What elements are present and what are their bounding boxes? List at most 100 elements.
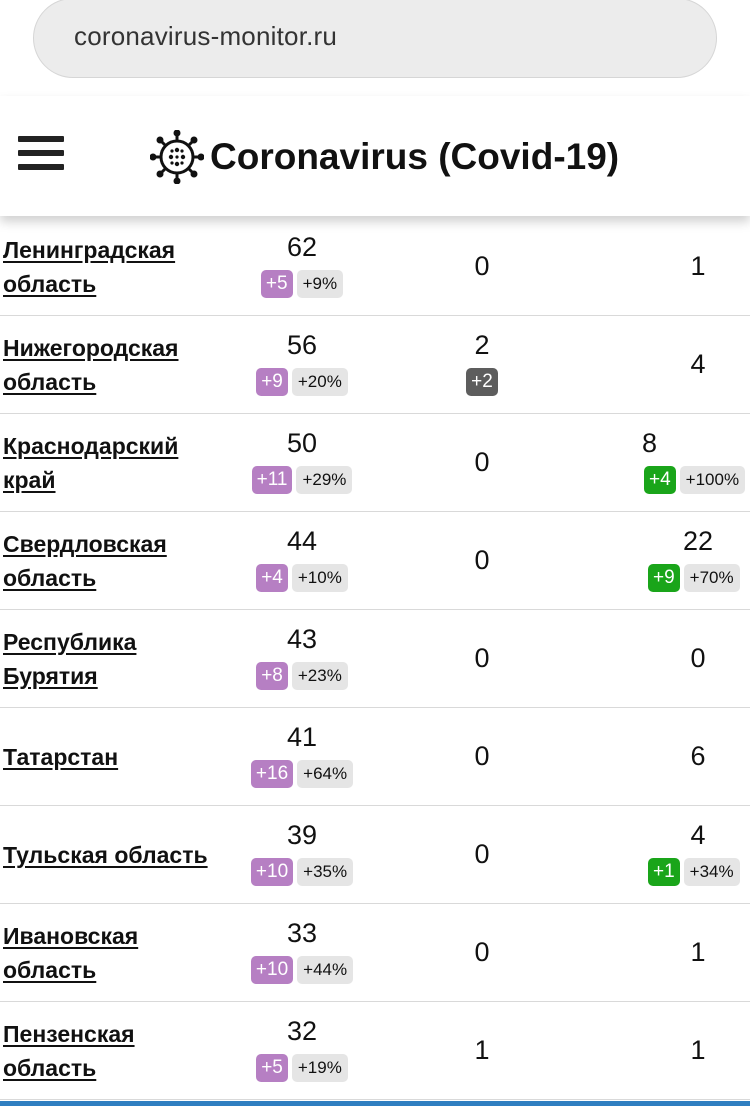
cases-value: 50 <box>286 428 318 458</box>
url-text[interactable]: coronavirus-monitor.ru <box>74 21 338 51</box>
table-row: Краснодарский край 50 +11 +29% 0 8 +4 +1… <box>0 414 750 512</box>
deaths-value: 2 <box>474 330 490 360</box>
cases-delta-badge: +9 <box>256 368 288 396</box>
cases-value: 43 <box>286 624 318 654</box>
cases-percent-badge: +10% <box>291 564 348 592</box>
cases-cell: 50 +11 +29% <box>232 414 372 511</box>
table-row: Свердловская область 44 +4 +10% 0 22 +9 … <box>0 512 750 610</box>
regions-table: Ленинградская область 62 +5 +9% 0 1 Ниже… <box>0 218 750 1100</box>
address-bar[interactable]: coronavirus-monitor.ru <box>33 0 717 78</box>
region-link[interactable]: Ленинградская область <box>3 236 176 297</box>
deaths-value: 0 <box>474 937 490 967</box>
table-row: Тульская область 39 +10 +35% 0 4 +1 +34% <box>0 806 750 904</box>
table-row: Нижегородская область 56 +9 +20% 2 +2 4 <box>0 316 750 414</box>
recovered-cell: 4 +1 +34% <box>628 806 750 903</box>
region-link[interactable]: Нижегородская область <box>3 334 179 395</box>
deaths-cell: 0 <box>412 904 552 1001</box>
recovered-value: 4 <box>690 349 706 379</box>
recovered-delta-badge: +4 <box>644 466 676 494</box>
recovered-percent-badge: +34% <box>683 858 740 886</box>
deaths-value: 0 <box>474 839 490 869</box>
region-link[interactable]: Свердловская область <box>3 530 167 591</box>
recovered-cell: 1 <box>628 904 750 1001</box>
cases-percent-badge: +9% <box>296 270 344 298</box>
cases-percent-badge: +35% <box>297 858 354 886</box>
cases-value: 44 <box>286 526 318 556</box>
cases-cell: 33 +10 +44% <box>232 904 372 1001</box>
hamburger-menu-icon[interactable] <box>18 136 64 172</box>
cases-delta-badge: +10 <box>250 858 294 886</box>
recovered-value: 1 <box>690 1035 706 1065</box>
cases-delta-badge: +10 <box>250 956 294 984</box>
cases-value: 39 <box>286 820 318 850</box>
recovered-value: 6 <box>690 741 706 771</box>
cases-percent-badge: +29% <box>296 466 353 494</box>
recovered-value: 4 <box>690 820 706 850</box>
table-row: Татарстан 41 +16 +64% 0 6 <box>0 708 750 806</box>
recovered-cell: 0 <box>628 610 750 707</box>
deaths-cell: 0 <box>412 806 552 903</box>
cases-cell: 43 +8 +23% <box>232 610 372 707</box>
cases-percent-badge: +19% <box>291 1054 348 1082</box>
deaths-cell: 0 <box>412 218 552 315</box>
cases-value: 33 <box>286 918 318 948</box>
cases-percent-badge: +20% <box>291 368 348 396</box>
recovered-percent-badge: +100% <box>679 466 746 494</box>
recovered-cell: 1 <box>628 1002 750 1099</box>
deaths-value: 0 <box>474 545 490 575</box>
cases-delta-badge: +11 <box>251 466 293 494</box>
cases-value: 56 <box>286 330 318 360</box>
deaths-cell: 0 <box>412 610 552 707</box>
recovered-cell: 6 <box>628 708 750 805</box>
recovered-value: 8 <box>642 428 658 458</box>
cases-delta-badge: +5 <box>260 270 293 298</box>
recovered-value: 0 <box>690 643 706 673</box>
cases-cell: 41 +16 +64% <box>232 708 372 805</box>
region-link[interactable]: Республика Бурятия <box>3 628 137 689</box>
deaths-cell: 1 <box>412 1002 552 1099</box>
deaths-value: 0 <box>474 643 490 673</box>
cases-value: 62 <box>286 232 318 262</box>
table-row: Ленинградская область 62 +5 +9% 0 1 <box>0 218 750 316</box>
recovered-cell: 4 <box>628 316 750 413</box>
recovered-cell: 22 +9 +70% <box>628 512 750 609</box>
cases-cell: 32 +5 +19% <box>232 1002 372 1099</box>
virus-icon <box>150 130 204 184</box>
cases-cell: 62 +5 +9% <box>232 218 372 315</box>
site-header: Coronavirus (Covid-19) <box>0 96 750 216</box>
recovered-cell: 8 +4 +100% <box>628 414 750 511</box>
deaths-cell: 0 <box>412 708 552 805</box>
page-title: Coronavirus (Covid-19) <box>210 136 620 177</box>
cases-value: 32 <box>286 1016 318 1046</box>
cases-delta-badge: +16 <box>250 760 294 788</box>
region-link[interactable]: Краснодарский край <box>3 432 179 493</box>
cases-cell: 56 +9 +20% <box>232 316 372 413</box>
table-row: Пензенская область 32 +5 +19% 1 1 <box>0 1002 750 1100</box>
region-link[interactable]: Татарстан <box>3 743 119 770</box>
table-row: Республика Бурятия 43 +8 +23% 0 0 <box>0 610 750 708</box>
cases-delta-badge: +4 <box>256 564 288 592</box>
region-link[interactable]: Ивановская область <box>3 922 139 983</box>
table-row: Ивановская область 33 +10 +44% 0 1 <box>0 904 750 1002</box>
deaths-delta-badge: +2 <box>466 368 498 396</box>
deaths-cell: 0 <box>412 414 552 511</box>
recovered-delta-badge: +9 <box>648 564 680 592</box>
cases-delta-badge: +5 <box>256 1054 288 1082</box>
deaths-cell: 0 <box>412 512 552 609</box>
recovered-value: 1 <box>690 937 706 967</box>
cases-cell: 39 +10 +35% <box>232 806 372 903</box>
region-link[interactable]: Пензенская область <box>3 1020 135 1081</box>
recovered-delta-badge: +1 <box>648 858 680 886</box>
cases-percent-badge: +64% <box>297 760 354 788</box>
recovered-value: 1 <box>690 251 706 281</box>
cases-cell: 44 +4 +10% <box>232 512 372 609</box>
recovered-value: 22 <box>682 526 714 556</box>
bottom-accent-bar <box>0 1101 750 1106</box>
region-link[interactable]: Тульская область <box>3 841 208 868</box>
cases-value: 41 <box>286 722 318 752</box>
cases-delta-badge: +8 <box>256 662 288 690</box>
deaths-value: 1 <box>474 1035 490 1065</box>
deaths-value: 0 <box>474 741 490 771</box>
cases-percent-badge: +44% <box>297 956 354 984</box>
recovered-cell: 1 <box>628 218 750 315</box>
